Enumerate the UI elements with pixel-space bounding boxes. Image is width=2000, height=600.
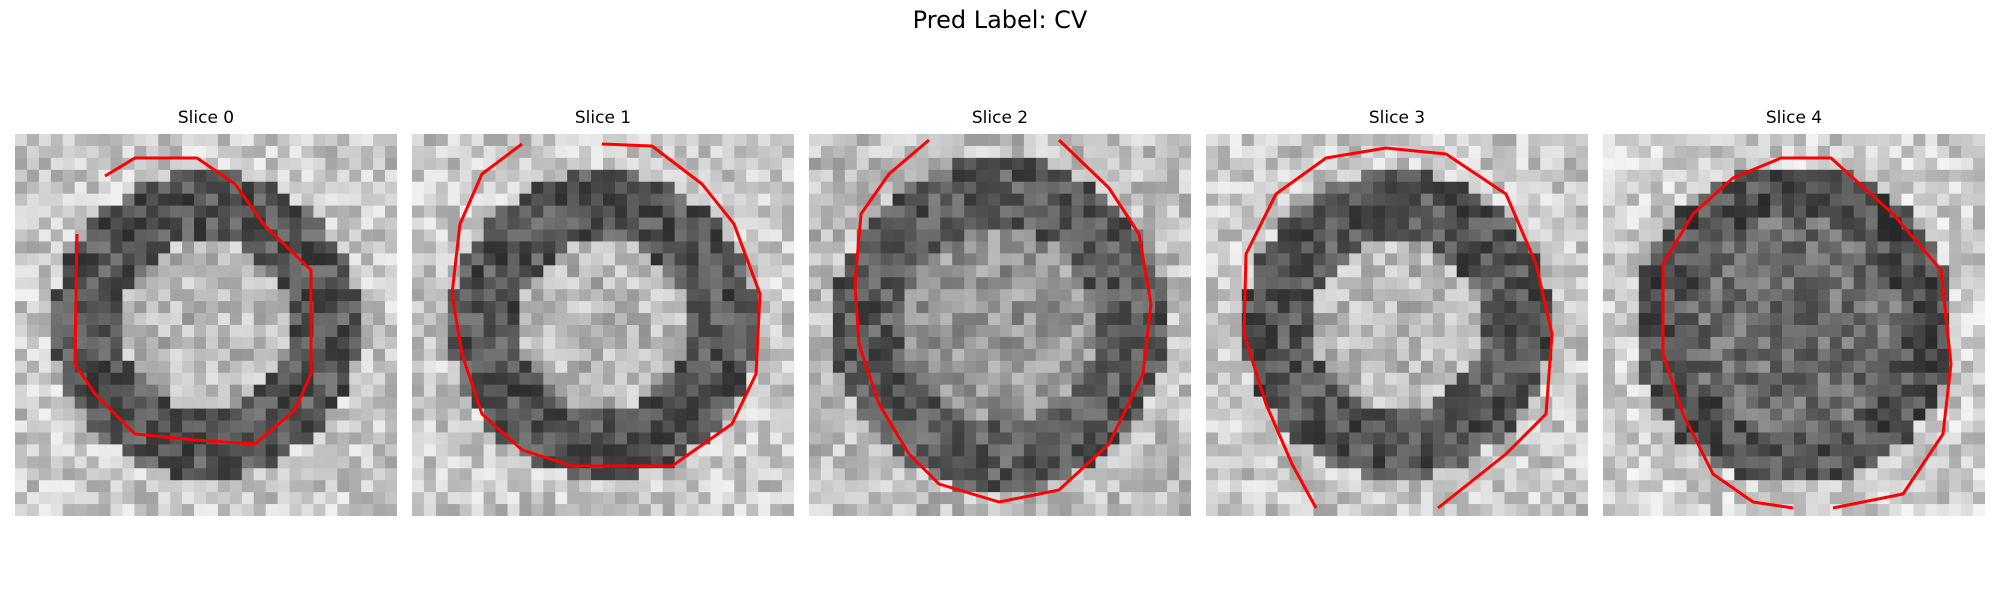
slice-image xyxy=(1603,134,1985,516)
segmentation-contour xyxy=(1242,146,1554,510)
slice-title: Slice 3 xyxy=(1368,108,1426,128)
slice-image xyxy=(1206,134,1588,516)
segmentation-contour xyxy=(450,142,762,468)
segmentation-contour xyxy=(853,138,1153,504)
figure-title: Pred Label: CV xyxy=(912,6,1088,34)
segmentation-contour xyxy=(73,156,313,446)
slice-title: Slice 2 xyxy=(971,108,1029,128)
slice-title: Slice 0 xyxy=(177,108,235,128)
slice-image xyxy=(412,134,794,516)
slice-image xyxy=(15,134,397,516)
slice-title: Slice 1 xyxy=(574,108,632,128)
segmentation-contour xyxy=(1661,156,1953,510)
slice-image xyxy=(809,134,1191,516)
slice-title: Slice 4 xyxy=(1765,108,1823,128)
